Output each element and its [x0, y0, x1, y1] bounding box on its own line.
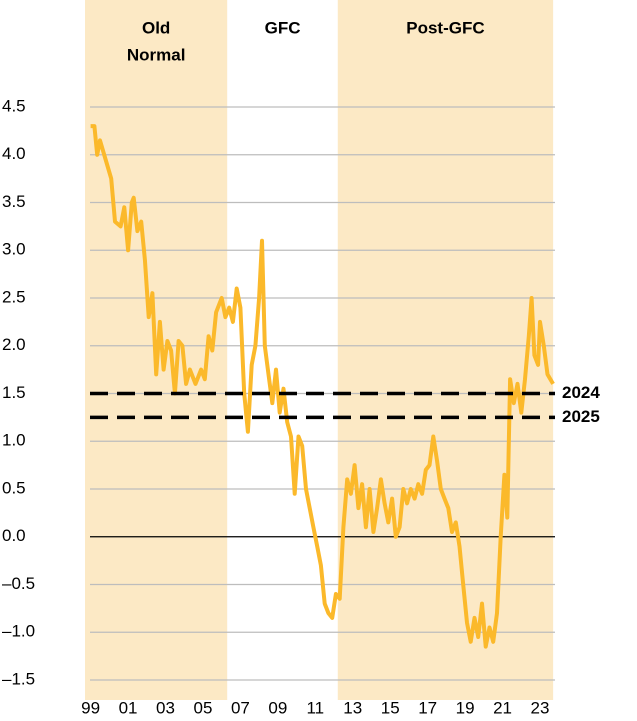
y-tick-label: 1.0	[2, 431, 26, 450]
x-tick-label: 09	[268, 698, 287, 717]
y-tick-label: –1.0	[2, 622, 35, 641]
x-tick-label: 01	[119, 698, 138, 717]
y-tick-label: –0.5	[2, 574, 35, 593]
y-tick-label: 4.0	[2, 144, 26, 163]
region-label: Post-GFC	[406, 18, 484, 37]
y-tick-label: –1.5	[2, 669, 35, 688]
x-tick-label: 07	[231, 698, 250, 717]
region-label: Old	[142, 18, 170, 37]
reference-label: 2025	[562, 407, 600, 426]
x-tick-label: 15	[381, 698, 400, 717]
x-tick-label: 19	[456, 698, 475, 717]
y-tick-label: 0.0	[2, 526, 26, 545]
region-band	[227, 0, 338, 700]
reference-label: 2024	[562, 383, 600, 402]
region-band	[337, 0, 554, 700]
x-tick-label: 99	[81, 698, 100, 717]
x-tick-label: 23	[531, 698, 550, 717]
y-tick-label: 2.0	[2, 335, 26, 354]
data-line	[90, 124, 555, 649]
region-label: Normal	[127, 45, 186, 64]
x-tick-label: 05	[194, 698, 213, 717]
y-tick-label: 3.5	[2, 192, 26, 211]
y-tick-label: 0.5	[2, 478, 26, 497]
x-tick-label: 17	[418, 698, 437, 717]
y-tick-label: 3.0	[2, 240, 26, 259]
x-tick-label: 03	[156, 698, 175, 717]
x-tick-label: 13	[343, 698, 362, 717]
y-tick-label: 4.5	[2, 96, 26, 115]
y-tick-label: 2.5	[2, 287, 26, 306]
region-label: GFC	[265, 18, 301, 37]
x-tick-label: 21	[493, 698, 512, 717]
x-tick-label: 11	[306, 698, 324, 717]
y-tick-label: 1.5	[2, 383, 26, 402]
